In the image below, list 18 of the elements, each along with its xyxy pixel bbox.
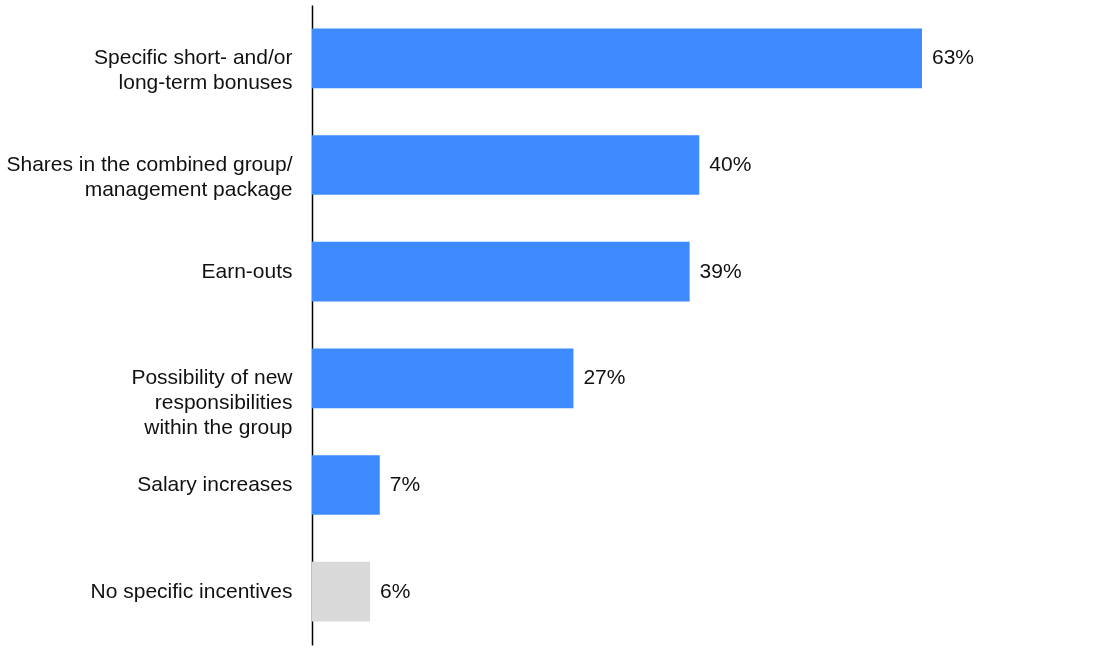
bar (312, 455, 380, 515)
y-tick-label: Shares in the combined group/ management package (6, 152, 293, 200)
bar (312, 561, 371, 622)
bar (312, 348, 574, 409)
data-label: 40% (709, 152, 752, 175)
y-tick-label: Specific short- and/or long-term bonuses (94, 45, 293, 94)
data-label: 63% (932, 45, 975, 69)
y-tick-label: Earn-outs (201, 258, 293, 282)
bar (312, 28, 922, 89)
bar (312, 135, 700, 195)
y-tick-label: Possibility of new responsibilities within the group (131, 365, 294, 439)
y-tick-label: No specific incentives (90, 578, 293, 602)
data-label: 6% (380, 578, 411, 602)
data-label: 39% (699, 258, 742, 282)
bar (312, 241, 690, 302)
data-label: 7% (389, 472, 421, 495)
data-label: 27% (583, 365, 626, 389)
y-tick-label: Salary increases (137, 472, 293, 495)
